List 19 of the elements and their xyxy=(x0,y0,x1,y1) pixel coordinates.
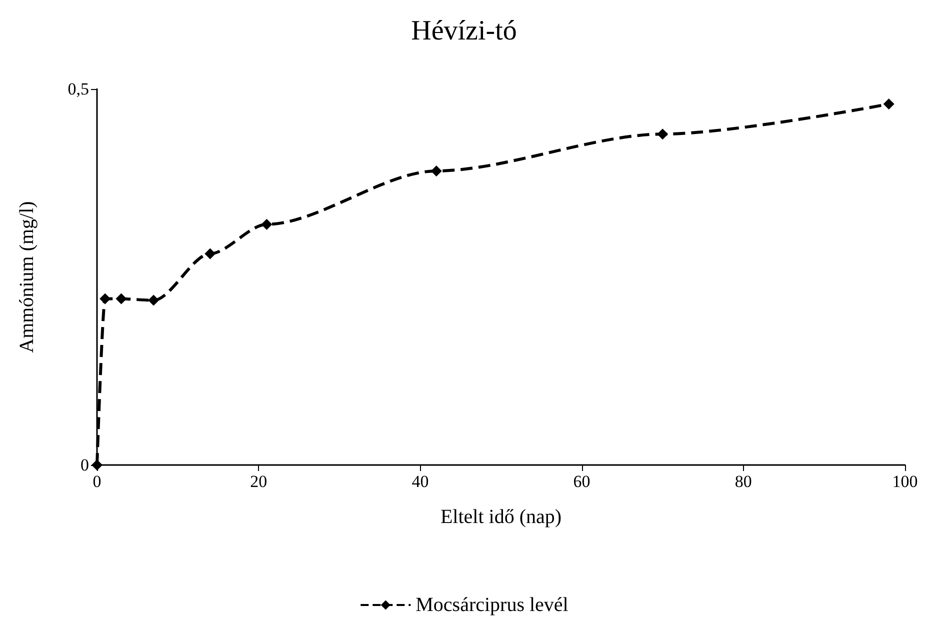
point xyxy=(657,128,668,140)
y-tick-label: 0,5 xyxy=(68,80,89,98)
point xyxy=(883,98,894,110)
x-tick-label: 0 xyxy=(92,472,102,491)
x-tick-label: 80 xyxy=(734,472,752,491)
y-axis-title: Ammónium (mg/l) xyxy=(16,201,38,353)
point xyxy=(148,294,160,306)
x-tick-label: 100 xyxy=(892,472,918,491)
point xyxy=(116,293,127,304)
point xyxy=(430,165,442,176)
point xyxy=(261,218,272,230)
legend-label: Mocsárciprus levél xyxy=(416,594,569,616)
x-axis-title: Eltelt idő (nap) xyxy=(440,506,562,528)
x-tick-label: 40 xyxy=(412,472,429,491)
point xyxy=(100,293,111,304)
chart-title: Hévízi-tó xyxy=(411,16,517,46)
x-tick-label: 20 xyxy=(250,472,268,491)
point xyxy=(204,248,216,260)
x-tick-label: 60 xyxy=(573,472,590,491)
